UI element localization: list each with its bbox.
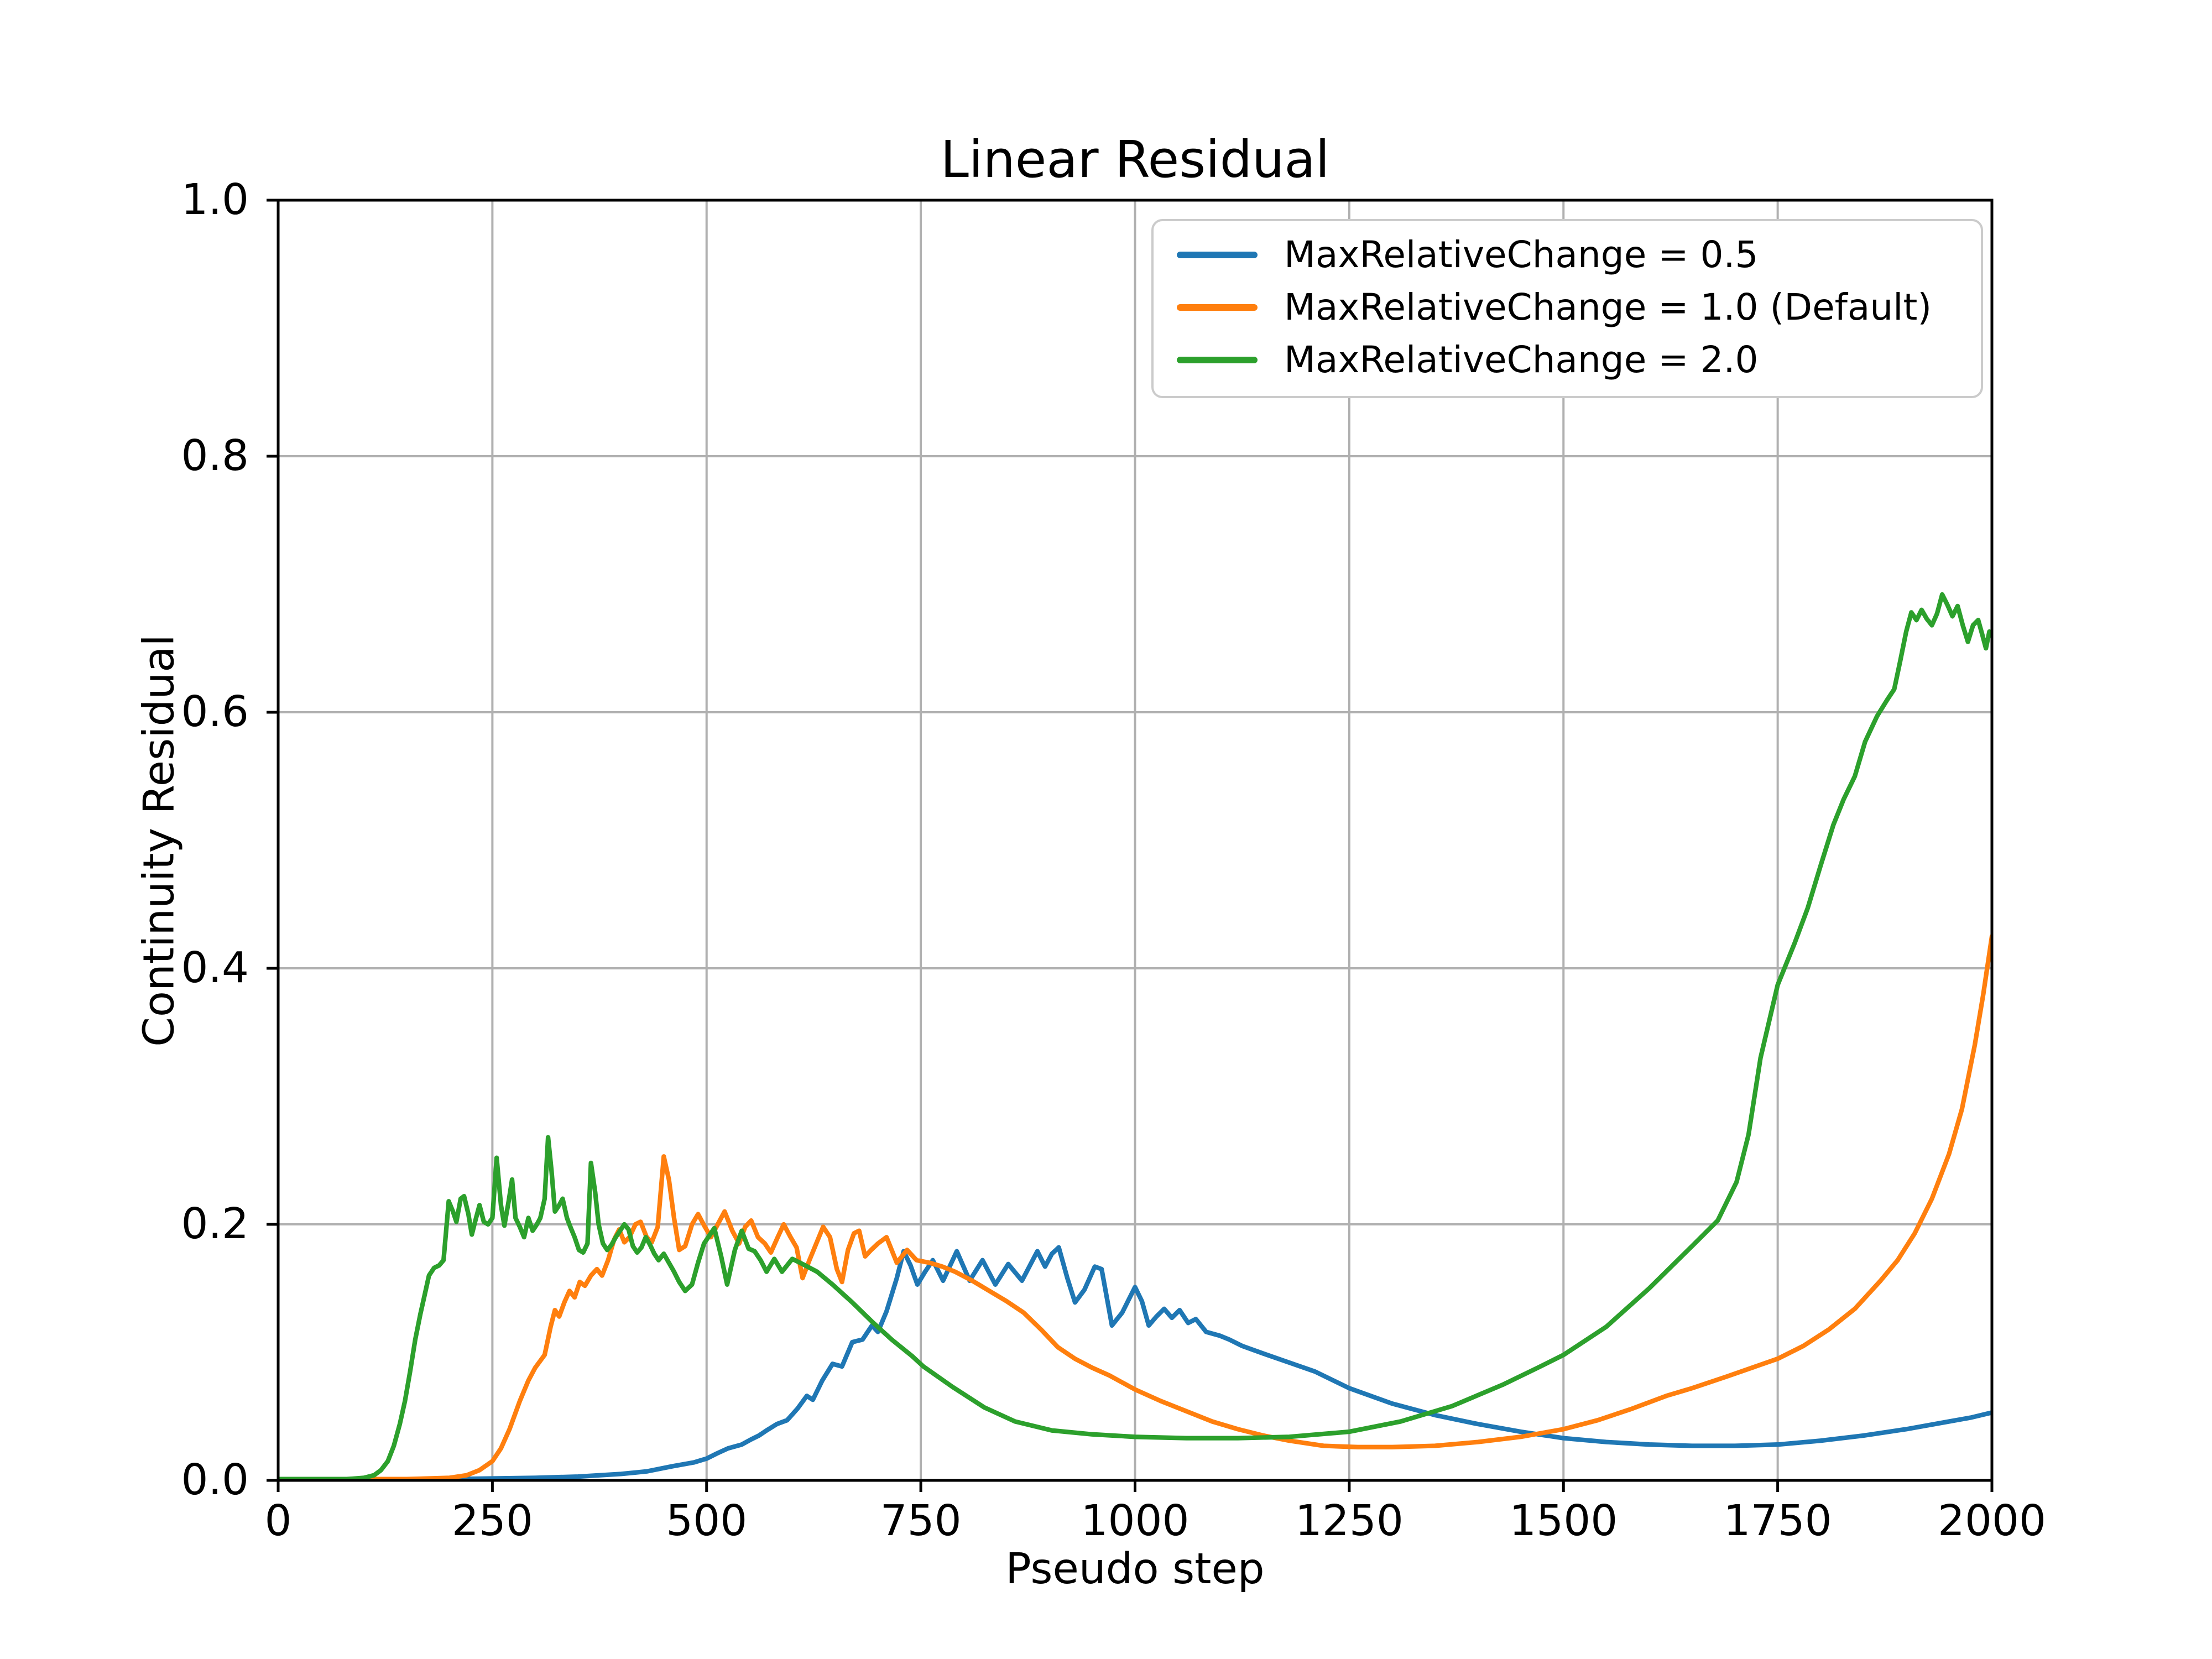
legend-item-2: MaxRelativeChange = 2.0	[1177, 342, 1959, 378]
legend-item-0: MaxRelativeChange = 0.5	[1177, 237, 1959, 273]
legend: MaxRelativeChange = 0.5 MaxRelativeChang…	[1151, 219, 1983, 398]
legend-label-0: MaxRelativeChange = 0.5	[1284, 233, 1759, 276]
x-tick-label-250: 250	[451, 1496, 533, 1546]
x-tick-label-0: 0	[264, 1496, 292, 1546]
y-tick-label-0.2: 0.2	[181, 1199, 249, 1249]
x-tick-label-750: 750	[880, 1496, 962, 1546]
x-tick-label-1000: 1000	[1081, 1496, 1190, 1546]
x-tick-label-2000: 2000	[1938, 1496, 2046, 1546]
legend-label-2: MaxRelativeChange = 2.0	[1284, 338, 1759, 381]
x-tick-label-1750: 1750	[1723, 1496, 1832, 1546]
legend-line-swatch-blue	[1177, 252, 1258, 258]
y-tick-label-0.0: 0.0	[181, 1455, 249, 1505]
y-tick-label-0.6: 0.6	[181, 687, 249, 737]
chart-title: Linear Residual	[940, 130, 1330, 189]
x-tick-label-1500: 1500	[1509, 1496, 1618, 1546]
series-line-MaxRelativeChange = 2.0	[278, 592, 1992, 1480]
legend-label-1: MaxRelativeChange = 1.0 (Default)	[1284, 286, 1932, 328]
legend-line-swatch-green	[1177, 357, 1258, 363]
series-group	[278, 592, 1992, 1480]
y-tick-label-0.4: 0.4	[181, 943, 249, 993]
x-tick-label-500: 500	[666, 1496, 748, 1546]
series-line-MaxRelativeChange = 1.0 (Default)	[278, 933, 1992, 1480]
x-tick-label-1250: 1250	[1295, 1496, 1404, 1546]
x-axis-label: Pseudo step	[1005, 1545, 1265, 1594]
legend-item-1: MaxRelativeChange = 1.0 (Default)	[1177, 289, 1959, 326]
y-tick-label-0.8: 0.8	[181, 431, 249, 481]
legend-line-swatch-orange	[1177, 304, 1258, 311]
y-tick-label-1.0: 1.0	[181, 175, 249, 225]
